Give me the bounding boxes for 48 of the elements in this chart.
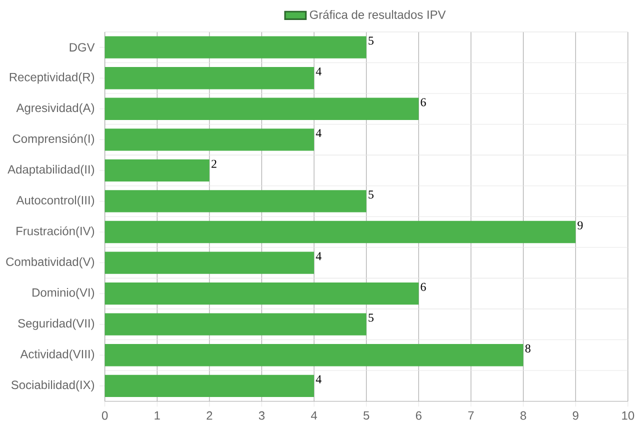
y-tick-label: Frustración(IV): [16, 226, 94, 238]
x-tick-label: 0: [102, 411, 108, 420]
y-tick-label: Receptividad(R): [10, 72, 94, 84]
x-tick-label: 9: [572, 411, 578, 420]
data-label: 5: [368, 190, 374, 198]
bar: [104, 282, 419, 305]
bar: [104, 36, 366, 58]
y-tick-label: Autocontrol(III): [16, 196, 94, 207]
x-tick-label: 2: [206, 411, 212, 420]
data-label: 4: [316, 375, 322, 384]
data-label: 4: [316, 67, 322, 76]
y-tick-label: Dominio(VI): [32, 288, 94, 300]
bar: [104, 374, 314, 397]
data-label: 4: [316, 128, 322, 137]
y-tick-label: Sociabilidad(IX): [11, 380, 94, 392]
bar: [104, 128, 314, 151]
y-tick-label: Combatividad(V): [6, 257, 94, 268]
x-tick-label: 10: [622, 411, 634, 420]
bar: [104, 220, 576, 243]
data-label: 9: [578, 221, 583, 230]
x-tick-label: 3: [258, 411, 265, 420]
y-tick-label: DGV: [70, 42, 95, 52]
bar: [104, 313, 366, 336]
data-label: 6: [420, 98, 426, 106]
bar: [104, 159, 210, 182]
data-label: 6: [420, 282, 426, 291]
y-tick-label: Seguridad(VII): [18, 318, 94, 330]
data-label: 5: [368, 314, 374, 322]
y-tick-label: Adaptabilidad(II): [8, 164, 94, 176]
y-tick-label: Comprensión(I): [12, 134, 94, 146]
bar: [104, 98, 419, 120]
x-tick-label: 7: [468, 411, 474, 420]
y-tick-label: Actividad(VIII): [20, 349, 94, 361]
bar: [104, 66, 314, 90]
x-tick-label: 5: [364, 411, 370, 420]
data-label: 5: [368, 36, 374, 45]
y-tick-label: Agresividad(A): [16, 103, 94, 114]
bar: [104, 344, 524, 366]
bar: [104, 190, 366, 212]
x-tick-label: 1: [154, 411, 160, 420]
data-label: 2: [212, 160, 216, 168]
data-label: 8: [525, 344, 530, 352]
x-tick-label: 8: [520, 411, 526, 420]
x-tick-label: 4: [310, 411, 318, 420]
data-label: 4: [316, 252, 322, 260]
x-tick-label: 6: [416, 411, 422, 420]
legend-label: Gráfica de resultados IPV: [310, 10, 446, 19]
bar: [104, 252, 314, 274]
